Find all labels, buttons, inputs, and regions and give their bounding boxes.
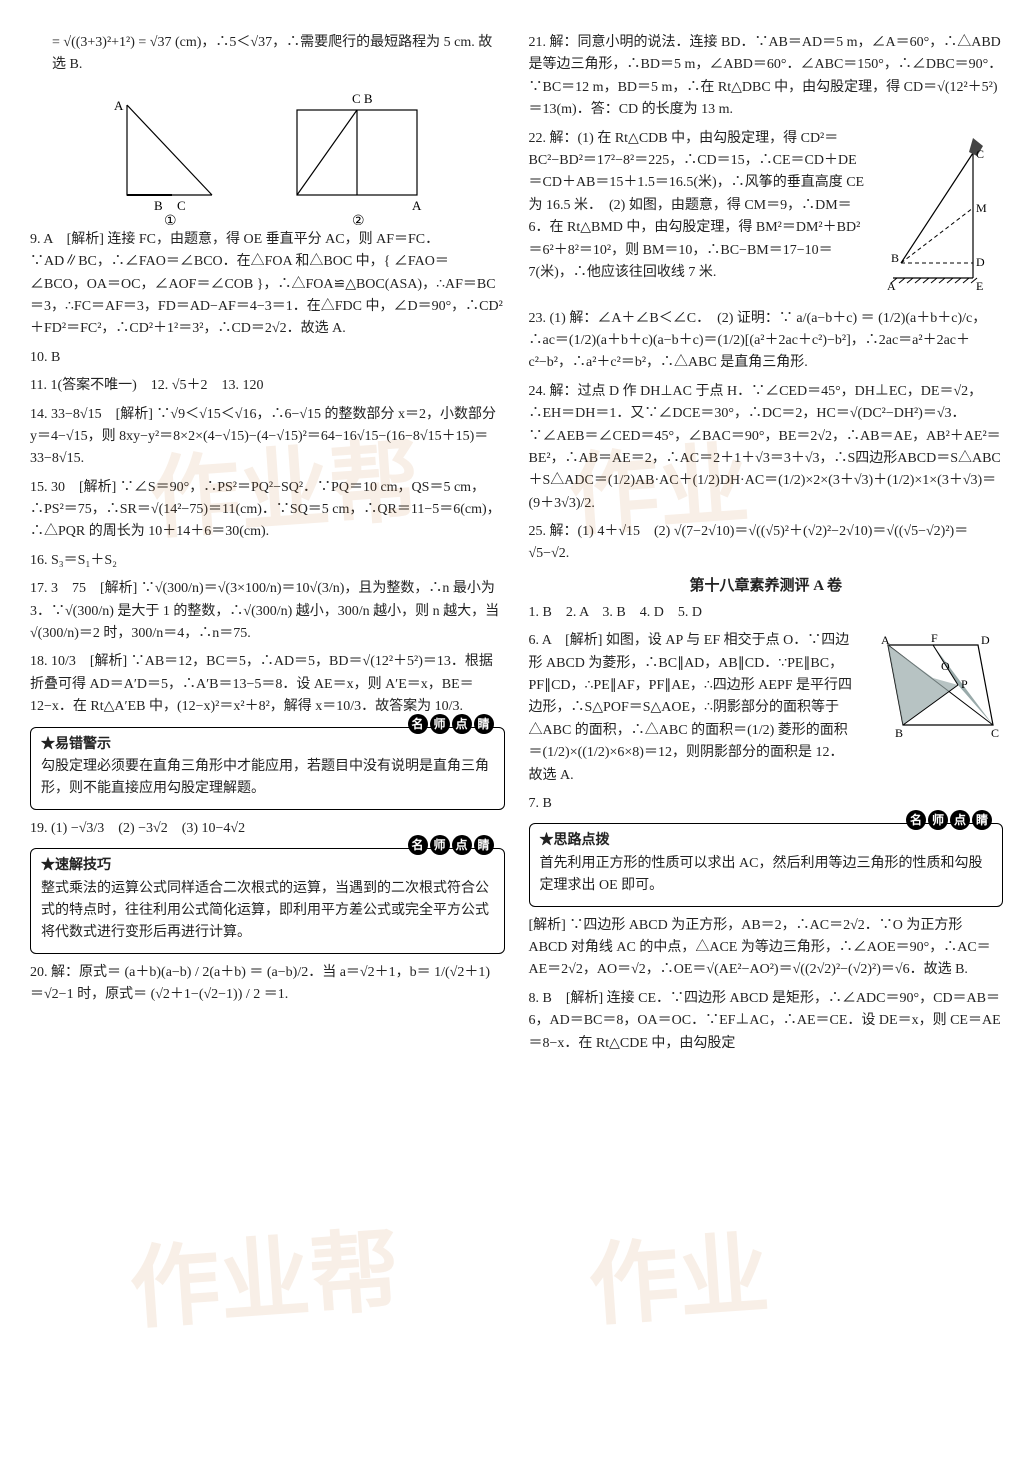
- q16: 16. S₃＝S₁＋S₂: [30, 550, 505, 572]
- q15: 15. 30 [解析] ∵∠S＝90°，∴PS²＝PQ²−SQ²．∵PQ＝10 …: [30, 477, 505, 544]
- svg-text:①: ①: [164, 214, 177, 225]
- badge-char: 师: [430, 835, 450, 855]
- svg-text:B: B: [895, 726, 903, 740]
- tip-body: 首先利用正方形的性质可以求出 AC，然后利用等边三角形的性质和勾股定理求出 OE…: [540, 853, 993, 898]
- q25: 25. 解：(1) 4＋√15 (2) √(7−2√10)＝√((√5)²＋(√…: [529, 521, 1004, 566]
- q20: 20. 解：原式＝ (a＋b)(a−b) / 2(a＋b) ＝ (a−b)/2．…: [30, 962, 505, 1007]
- tip-box-3: 名 师 点 睛 ★思路点拨 首先利用正方形的性质可以求出 AC，然后利用等边三角…: [529, 823, 1004, 906]
- svg-text:C: C: [976, 147, 984, 161]
- svg-text:M: M: [976, 201, 987, 215]
- tip-box-2: 名 师 点 睛 ★速解技巧 整式乘法的运算公式同样适合二次根式的运算，当遇到的二…: [30, 848, 505, 954]
- tip-title: ★易错警示: [41, 734, 494, 756]
- q8: 8. B [解析] 连接 CE．∵四边形 ABCD 是矩形，∴∠ADC＝90°，…: [529, 988, 1004, 1055]
- watermark: 作业帮: [125, 1201, 404, 1363]
- tip-title: ★速解技巧: [41, 855, 494, 877]
- svg-text:A: A: [412, 198, 422, 213]
- svg-text:B: B: [891, 251, 899, 265]
- badge-char: 点: [452, 835, 472, 855]
- svg-text:C: C: [177, 198, 186, 213]
- badge-char: 点: [950, 810, 970, 830]
- rhombus-figure: A F D O P B C: [863, 630, 1003, 740]
- svg-text:C: C: [991, 726, 999, 740]
- q23: 23. (1) 解：∠A＋∠B＜∠C． (2) 证明：∵ a/(a−b＋c) ＝…: [529, 308, 1004, 375]
- q21: 21. 解：同意小明的说法．连接 BD．∵AB＝AD＝5 m，∠A＝60°，∴△…: [529, 32, 1004, 122]
- badge-char: 点: [452, 714, 472, 734]
- svg-text:C B: C B: [352, 91, 373, 106]
- q8-tail: = √((3+3)²+1²) = √37 (cm)，∴5＜√37，∴需要爬行的最…: [30, 32, 505, 77]
- diagram-1: A B C ①: [102, 85, 242, 225]
- q18: 18. 10/3 [解析] ∵AB＝12，BC＝5，∴AD＝5，BD＝√(12²…: [30, 651, 505, 718]
- watermark: 作业: [584, 1204, 774, 1360]
- q9: 9. A [解析] 连接 FC，由题意，得 OE 垂直平分 AC，则 AF＝FC…: [30, 229, 505, 341]
- svg-text:D: D: [981, 633, 990, 647]
- q6-text: 6. A [解析] 如图，设 AP 与 EF 相交于点 O．∵四边形 ABCD …: [529, 633, 853, 782]
- q24: 24. 解：过点 D 作 DH⊥AC 于点 H．∵∠CED＝45°，DH⊥EC，…: [529, 381, 1004, 515]
- badge-2: 名 师 点 睛: [408, 835, 494, 855]
- left-column: 作业帮 作业帮 = √((3+3)²+1²) = √37 (cm)，∴5＜√37…: [30, 30, 505, 1061]
- badge-3: 名 师 点 睛: [906, 810, 992, 830]
- diagram-2: C B A ②: [282, 85, 432, 225]
- page: 作业帮 作业帮 = √((3+3)²+1²) = √37 (cm)，∴5＜√37…: [0, 0, 1013, 1081]
- svg-text:A: A: [887, 279, 896, 293]
- svg-text:O: O: [941, 659, 950, 673]
- q8-diagrams: A B C ① C B A ②: [30, 85, 505, 225]
- svg-text:F: F: [931, 631, 938, 645]
- tip-body: 整式乘法的运算公式同样适合二次根式的运算，当遇到的二次根式符合公式的特点时，往往…: [41, 878, 494, 945]
- badge-1: 名 师 点 睛: [408, 714, 494, 734]
- q10: 10. B: [30, 347, 505, 369]
- q14: 14. 33−8√15 [解析] ∵√9＜√15＜√16，∴6−√15 的整数部…: [30, 404, 505, 471]
- kite-figure: C M D E B A: [873, 128, 1003, 298]
- svg-text:A: A: [114, 98, 124, 113]
- badge-char: 睛: [474, 835, 494, 855]
- badge-char: 师: [430, 714, 450, 734]
- q17: 17. 3 75 [解析] ∵√(300/n)＝√(3×100/n)＝10√(3…: [30, 578, 505, 645]
- badge-char: 名: [408, 835, 428, 855]
- q22-text: 22. 解：(1) 在 Rt△CDB 中，由勾股定理，得 CD²＝BC²−BD²…: [529, 131, 865, 280]
- svg-text:A: A: [881, 633, 890, 647]
- svg-text:E: E: [976, 279, 983, 293]
- tip-title: ★思路点拨: [540, 830, 993, 852]
- badge-char: 睛: [972, 810, 992, 830]
- svg-text:B: B: [154, 198, 163, 213]
- tip-body: 勾股定理必须要在直角三角形中才能应用，若题目中没有说明是直角三角形，则不能直接应…: [41, 756, 494, 801]
- ans-1-5: 1. B 2. A 3. B 4. D 5. D: [529, 602, 1004, 624]
- badge-char: 名: [408, 714, 428, 734]
- badge-char: 师: [928, 810, 948, 830]
- q7-explain: [解析] ∵四边形 ABCD 为正方形，AB＝2，∴AC＝2√2．∵O 为正方形…: [529, 915, 1004, 982]
- q22: C M D E B A 22. 解：(1) 在 Rt△CDB 中，由勾股定理，得…: [529, 128, 1004, 302]
- badge-char: 名: [906, 810, 926, 830]
- right-column: 9 1 作业 作业 21. 解：同意小明的说法．连接 BD．∵AB＝AD＝5 m…: [529, 30, 1004, 1061]
- chapter-18a-title: 第十八章素养测评 A 卷: [529, 574, 1004, 598]
- svg-text:D: D: [976, 255, 985, 269]
- svg-text:P: P: [961, 677, 968, 691]
- tip-box-1: 名 师 点 睛 ★易错警示 勾股定理必须要在直角三角形中才能应用，若题目中没有说…: [30, 727, 505, 810]
- q6: A F D O P B C 6. A [解析] 如图，设 AP 与 EF 相交于…: [529, 630, 1004, 787]
- svg-text:②: ②: [352, 214, 365, 225]
- badge-char: 睛: [474, 714, 494, 734]
- q11-13: 11. 1(答案不唯一) 12. √5＋2 13. 120: [30, 375, 505, 397]
